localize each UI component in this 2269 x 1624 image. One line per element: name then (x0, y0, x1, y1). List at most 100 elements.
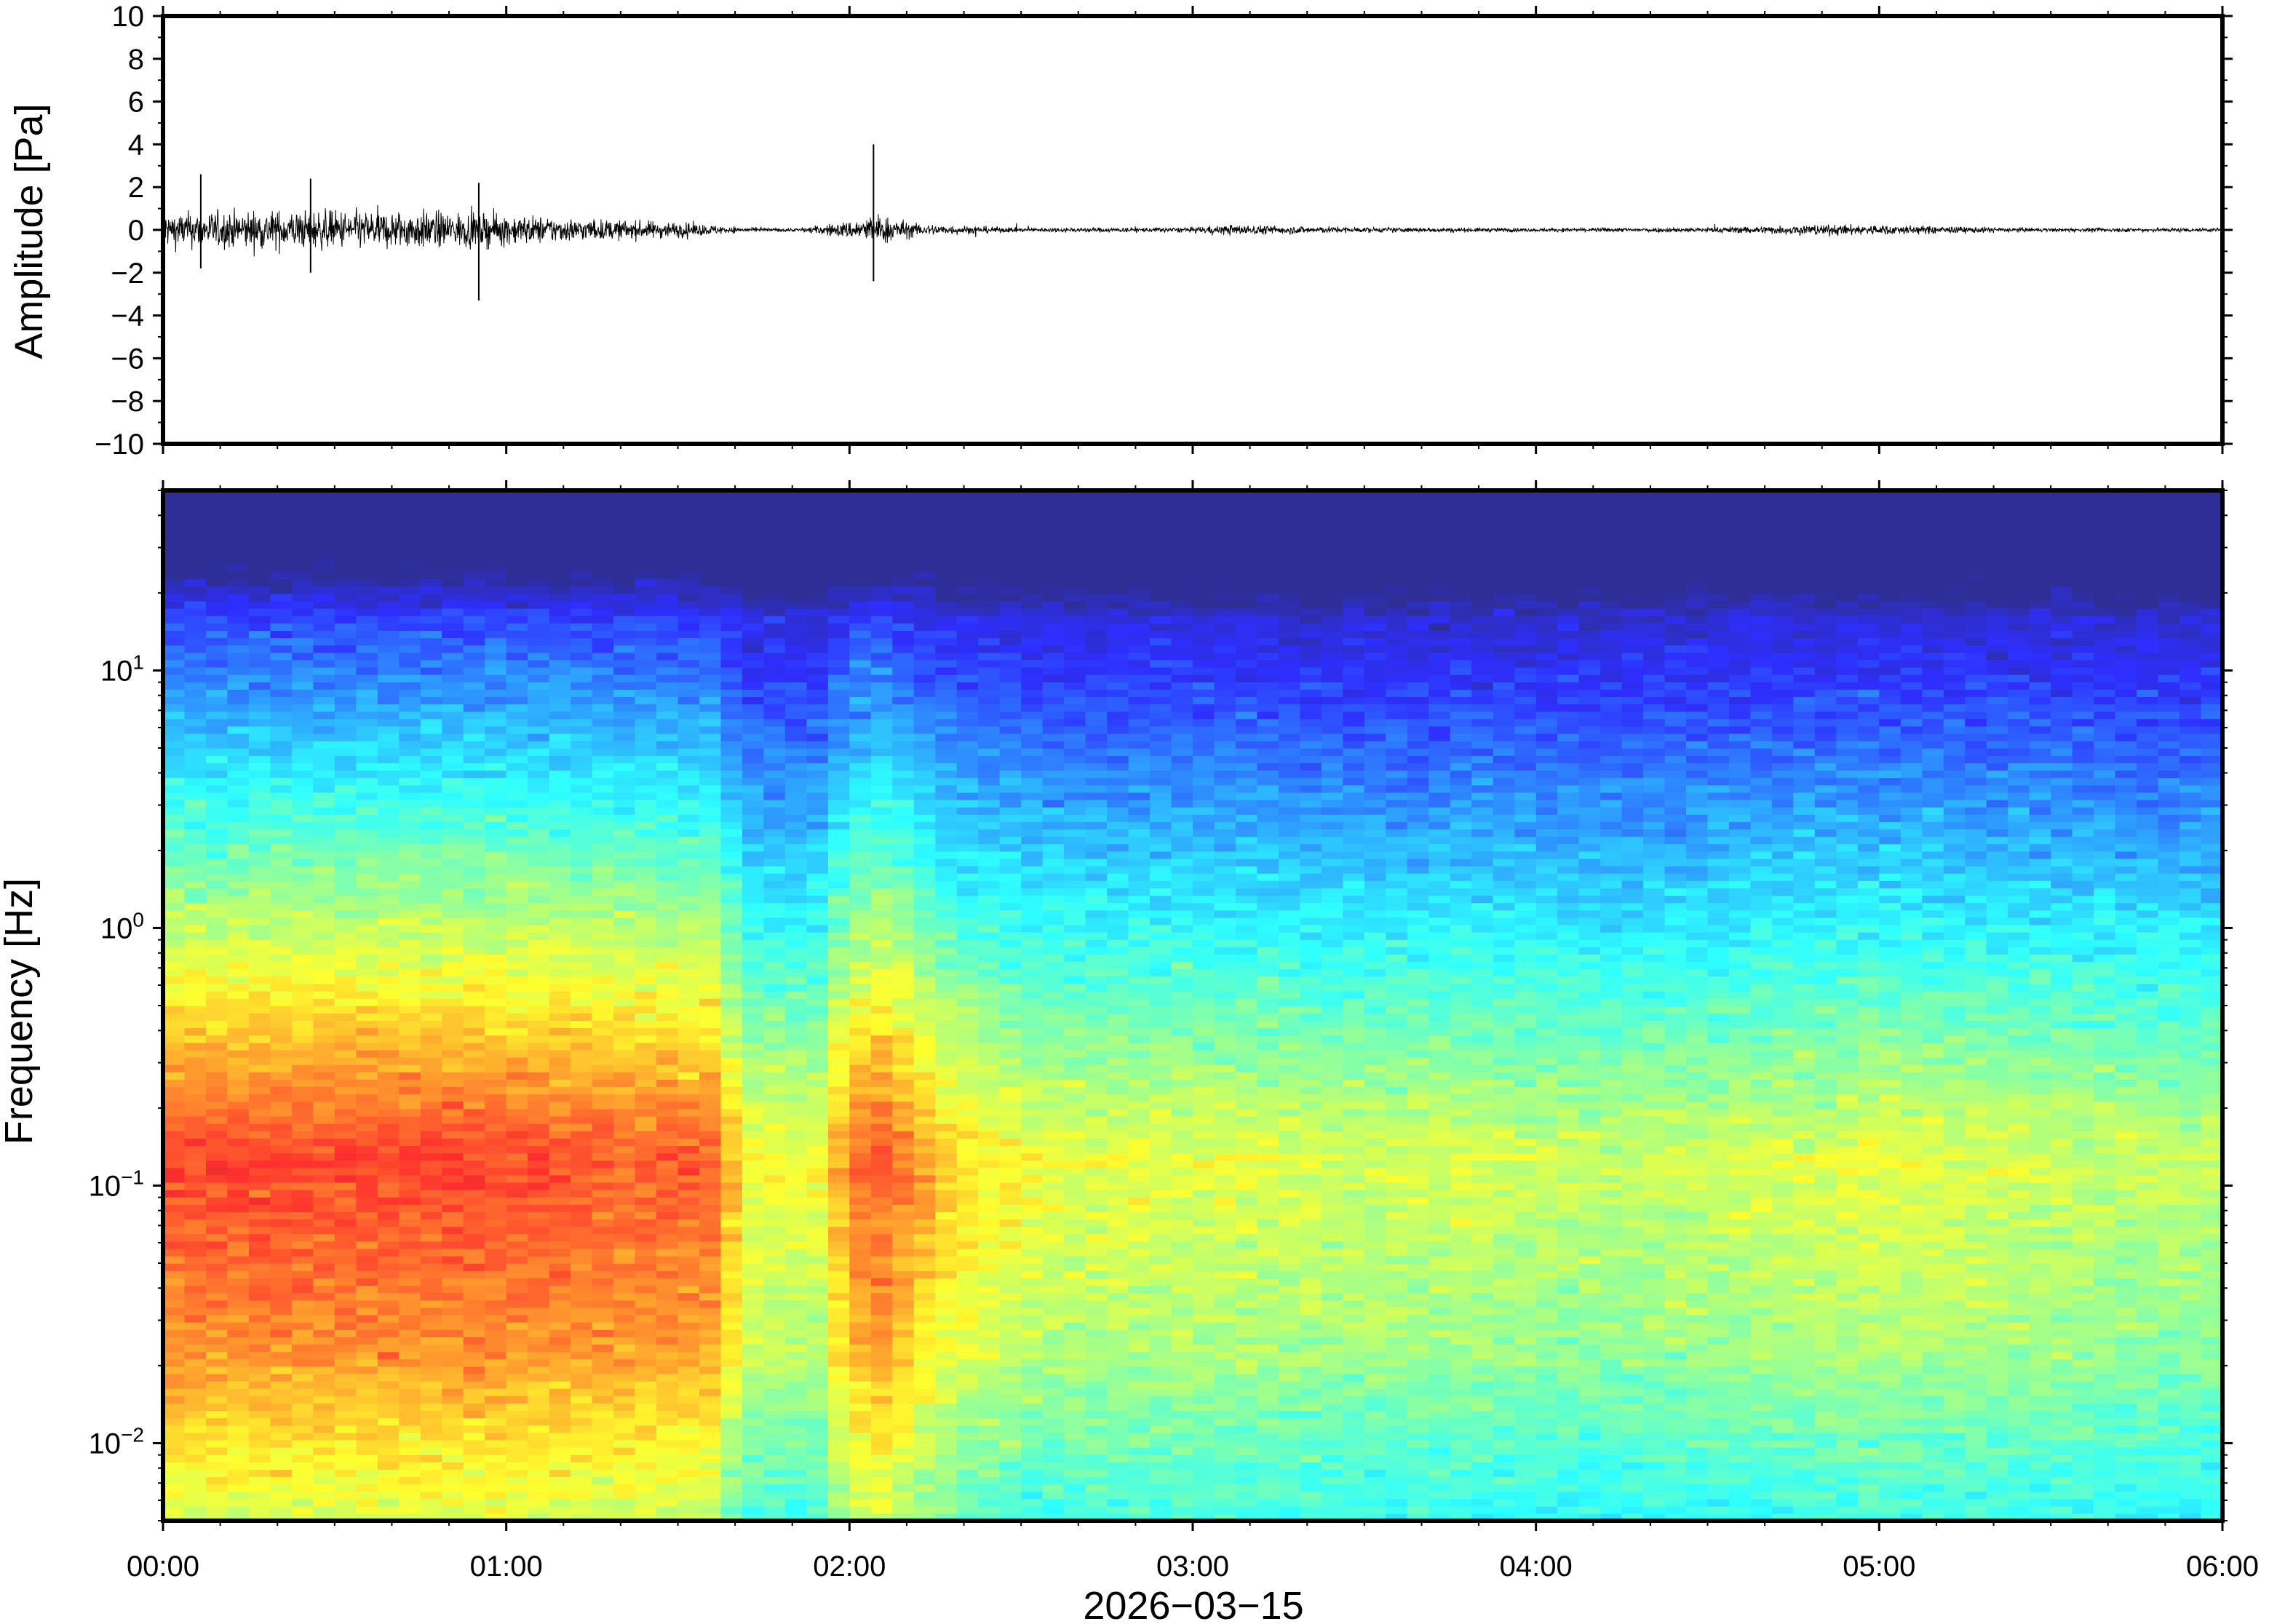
spectrogram-cell (206, 593, 229, 602)
spectrogram-cell (227, 902, 250, 911)
spectrogram-cell (635, 1439, 657, 1448)
spectrogram-cell (849, 998, 872, 1006)
spectrogram-cell (870, 777, 894, 786)
spectrogram-cell (677, 1115, 700, 1124)
spectrogram-cell (356, 1358, 378, 1367)
spectrogram-cell (870, 1314, 894, 1323)
spectrogram-cell (442, 1307, 464, 1315)
spectrogram-cell (399, 1056, 421, 1065)
spectrogram-cell (485, 1072, 507, 1080)
spectrogram-cell (377, 549, 400, 557)
spectrogram-cell (742, 1189, 765, 1198)
spectrogram-cell (227, 748, 250, 756)
spectrogram-cell (291, 586, 314, 594)
spectrogram-cell (571, 1388, 593, 1396)
spectrogram-cell (334, 1049, 357, 1058)
spectrogram-cell (163, 961, 186, 970)
spectrogram-cell (248, 1167, 271, 1176)
spectrogram-cell (635, 829, 657, 837)
spectrogram-cell (248, 858, 271, 867)
spectrogram-cell (227, 1476, 250, 1485)
spectrogram-cell (442, 1469, 464, 1478)
spectrogram-cell (549, 637, 571, 646)
spectrogram-cell (763, 1219, 786, 1227)
spectrogram-cell (763, 637, 786, 646)
spectrogram-cell (827, 711, 851, 720)
spectrogram-cell (206, 1380, 229, 1389)
spectrogram-cell (677, 1020, 700, 1029)
spectrogram-cell (806, 586, 829, 594)
spectrogram-cell (742, 1056, 765, 1065)
spectrogram-cell (334, 1174, 357, 1183)
spectrogram-cell (399, 630, 421, 639)
spectrogram-cell (227, 637, 250, 646)
spectrogram-cell (656, 725, 679, 734)
spectrogram-cell (399, 682, 421, 690)
spectrogram-cell (870, 725, 894, 734)
spectrogram-cell (806, 1491, 829, 1500)
spectrogram-cell (420, 1351, 443, 1360)
spectrogram-cell (270, 1454, 293, 1462)
spectrogram-cell (784, 763, 808, 771)
spectrogram-cell (463, 851, 485, 859)
spectrogram-cell (463, 1446, 485, 1455)
spectrogram-cell (635, 1454, 657, 1462)
spectrogram-cell (677, 763, 700, 771)
spectrogram-cell (592, 1292, 614, 1301)
spectrogram-cell (742, 880, 765, 888)
spectrogram-cell (420, 549, 443, 557)
spectrogram-cell (506, 836, 528, 845)
spectrogram-cell (549, 924, 571, 933)
spectrogram-cell (184, 623, 207, 631)
spectrogram-cell (442, 748, 464, 756)
spectrogram-cell (270, 696, 293, 705)
spectrogram-cell (549, 1314, 571, 1323)
spectrogram-cell (399, 1174, 421, 1183)
spectrogram-cell (163, 645, 186, 653)
spectrogram-cell (270, 1484, 293, 1492)
spectrogram-cell (334, 541, 357, 550)
spectrogram-cell (763, 1469, 786, 1478)
spectrogram-cell (613, 1270, 636, 1278)
spectrogram-cell (163, 571, 186, 580)
spectrogram-cell (677, 1484, 700, 1492)
spectrogram-cell (742, 1174, 765, 1183)
spectrogram-cell (720, 1189, 743, 1198)
spectrogram-cell (399, 600, 421, 609)
spectrogram-cell (549, 1013, 571, 1021)
spectrogram-cell (399, 770, 421, 779)
spectrogram-cell (356, 1388, 378, 1396)
spectrogram-cell (248, 1145, 271, 1154)
spectrogram-cell (720, 1358, 743, 1367)
spectrogram-cell (270, 931, 293, 940)
spectrogram-cell (763, 1013, 786, 1021)
spectrogram-cell (571, 858, 593, 867)
spectrogram-cell (677, 954, 700, 963)
spectrogram-cell (827, 1079, 851, 1087)
spectrogram-cell (463, 1204, 485, 1212)
spectrogram-cell (699, 645, 722, 653)
spectrogram-cell (442, 1079, 464, 1087)
spectrogram-cell (377, 704, 400, 712)
spectrogram-cell (635, 865, 657, 874)
spectrogram-cell (206, 1204, 229, 1212)
waveform-y-tick-label: 8 (128, 44, 144, 76)
spectrogram-cell (699, 733, 722, 741)
spectrogram-cell (784, 799, 808, 808)
spectrogram-cell (784, 836, 808, 845)
spectrogram-cell (656, 1211, 679, 1220)
spectrogram-cell (613, 829, 636, 837)
spectrogram-cell (506, 1153, 528, 1161)
spectrogram-cell (334, 1145, 357, 1154)
spectrogram-cell (227, 806, 250, 815)
spectrogram-cell (227, 843, 250, 852)
spectrogram-cell (784, 659, 808, 668)
spectrogram-cell (763, 1491, 786, 1500)
spectrogram-cell (420, 1358, 443, 1367)
spectrogram-cell (377, 1072, 400, 1080)
spectrogram-cell (892, 1299, 915, 1308)
spectrogram-cell (720, 1013, 743, 1021)
spectrogram-cell (699, 1278, 722, 1286)
spectrogram-cell (206, 1027, 229, 1036)
spectrogram-cell (206, 1263, 229, 1271)
